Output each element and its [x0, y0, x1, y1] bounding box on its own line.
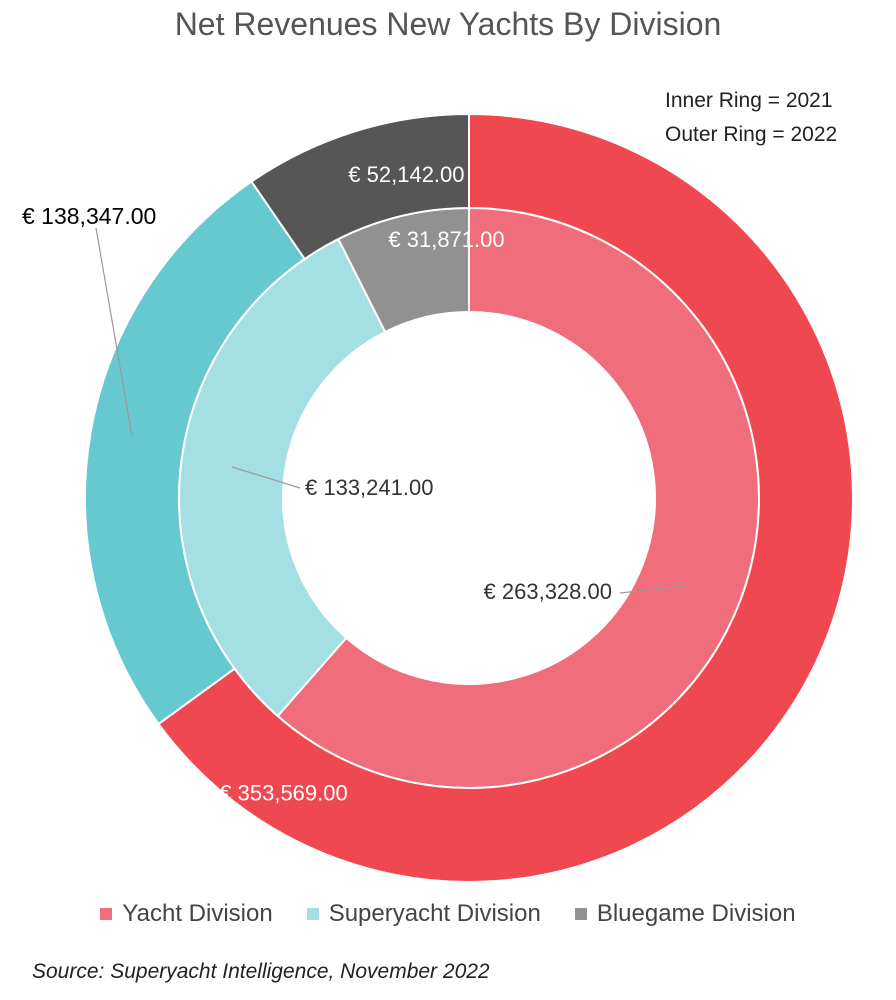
legend-item-yacht[interactable]: Yacht Division: [100, 900, 273, 928]
legend-swatch-bluegame: [574, 908, 587, 920]
legend: Yacht Division Superyacht Division Blueg…: [0, 900, 896, 928]
outer-ring-note: Outer Ring = 2022: [665, 123, 838, 146]
nested-donut-chart: € 263,328.00 € 133,241.00 € 31,871.00 € 353…: [22, 112, 854, 883]
legend-swatch-yacht: [100, 908, 113, 920]
legend-item-superyacht[interactable]: Superyacht Division: [306, 900, 541, 928]
ring-note: Inner Ring = 2021 Outer Ring = 2022: [665, 84, 837, 152]
outer-ring-slice-bluegame[interactable]: [250, 112, 470, 261]
outer-ring-leader-line-superyacht: [95, 227, 133, 437]
source-note: Source: Superyacht Intelligence, Novembe…: [32, 960, 490, 983]
legend-label-superyacht: Superyacht Division: [328, 900, 541, 927]
legend-swatch-superyacht: [306, 908, 319, 920]
legend-label-bluegame: Bluegame Division: [596, 900, 796, 927]
outer-ring-data-label-bluegame: € 52,142.00: [348, 162, 464, 187]
outer-ring-slice-yacht[interactable]: [157, 112, 854, 883]
inner-ring-data-label-superyacht: € 133,241.00: [305, 475, 433, 500]
outer-ring-data-label-superyacht: € 138,347.00: [22, 203, 156, 229]
chart-title: Net Revenues New Yachts By Division: [174, 6, 722, 42]
inner-ring-data-label-yacht: € 263,328.00: [484, 579, 612, 604]
inner-ring-leader-line-yacht: [619, 584, 693, 594]
inner-ring-leader-line-superyacht: [231, 466, 301, 489]
outer-ring-slice-superyacht[interactable]: [84, 180, 307, 726]
inner-ring-note: Inner Ring = 2021: [665, 89, 833, 112]
legend-label-yacht: Yacht Division: [122, 900, 273, 927]
inner-ring-data-label-bluegame: € 31,871.00: [388, 227, 504, 252]
outer-ring-data-label-yacht: € 353,569.00: [219, 781, 347, 806]
legend-item-bluegame[interactable]: Bluegame Division: [574, 900, 796, 928]
